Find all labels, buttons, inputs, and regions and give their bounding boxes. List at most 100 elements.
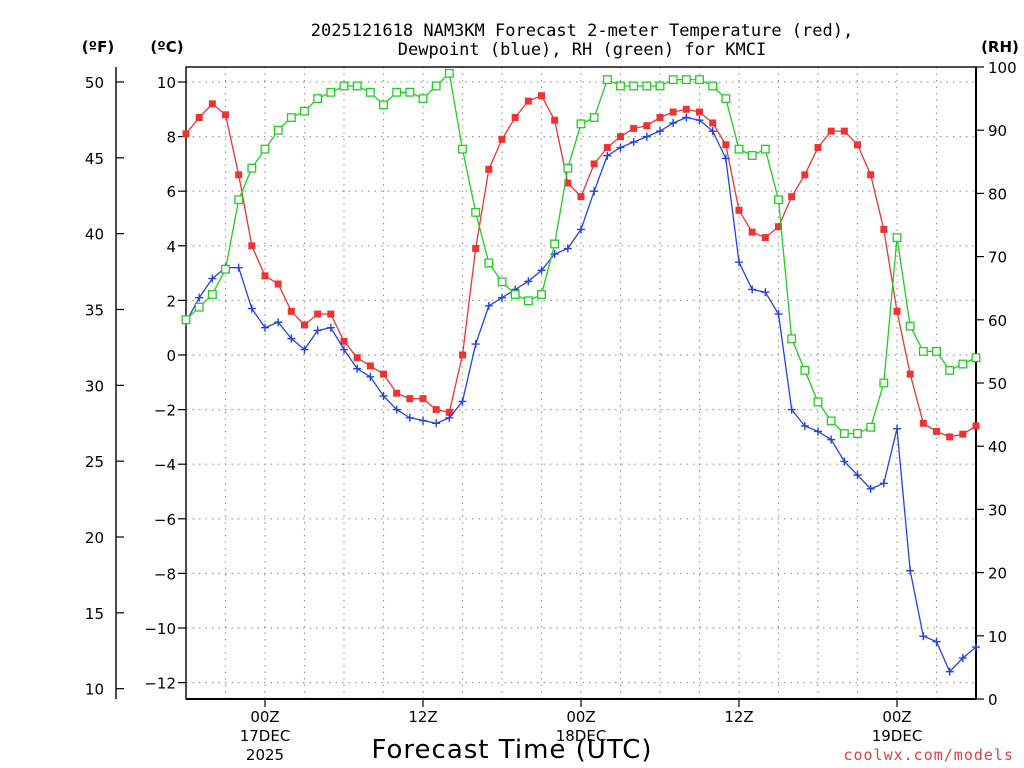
- dewpoint-point: [893, 424, 901, 433]
- fahrenheit-tick-label: 30: [85, 377, 104, 395]
- temperature-point: [301, 321, 308, 329]
- rh-point: [760, 144, 770, 154]
- rh-tick-label: 40: [988, 438, 1007, 456]
- temperature-point: [551, 116, 559, 124]
- temperature-point: [827, 127, 835, 135]
- rh-point: [747, 151, 757, 160]
- rh-point: [563, 163, 573, 173]
- temperature-point: [208, 100, 216, 108]
- temperature-point: [248, 242, 256, 250]
- temperature-point: [182, 130, 190, 138]
- rh-point: [313, 94, 323, 104]
- temperature-point: [327, 310, 335, 318]
- dewpoint-point: [195, 293, 204, 302]
- dewpoint-point: [261, 323, 269, 332]
- temperature-point: [840, 127, 848, 135]
- temperature-point: [867, 171, 875, 179]
- rh-point: [247, 163, 257, 173]
- rh-point: [352, 81, 362, 91]
- x-tick-label: 12Z: [408, 708, 437, 726]
- temperature-point: [933, 427, 940, 435]
- dewpoint-point: [563, 244, 572, 253]
- chart-title-line-2: Dewpoint (blue), RH (green) for KMCI: [398, 40, 766, 60]
- temperature-point: [630, 124, 638, 132]
- temperature-point: [775, 223, 782, 231]
- rh-point: [589, 113, 599, 123]
- dewpoint-point: [800, 421, 809, 430]
- dewpoint-point: [326, 323, 335, 332]
- rh-point: [392, 87, 402, 97]
- dewpoint-point: [603, 151, 612, 160]
- dewpoint-point: [287, 334, 296, 343]
- rh-point: [774, 195, 783, 205]
- temperature-point: [643, 122, 651, 130]
- celsius-tick-label: 8: [166, 129, 176, 147]
- dewpoint-line: [185, 116, 977, 673]
- temperature-point: [788, 193, 796, 201]
- rh-point: [550, 239, 560, 249]
- series: [181, 68, 981, 676]
- fahrenheit-tick-label: 20: [85, 529, 104, 547]
- fahrenheit-unit-label: (ºF): [82, 38, 114, 56]
- rh-point: [813, 397, 823, 407]
- rh-tick-label: 100: [988, 59, 1017, 77]
- dewpoint-point: [537, 266, 546, 275]
- x-tick-date-label: 19DEC: [872, 727, 923, 745]
- temperature-point: [261, 272, 269, 280]
- dewpoint-point: [761, 288, 770, 297]
- rh-tick-label: 70: [988, 249, 1007, 267]
- temperature-point: [617, 133, 624, 141]
- rh-point: [405, 87, 415, 97]
- dewpoint-point: [721, 154, 730, 163]
- rh-point: [207, 290, 217, 299]
- temperature-point: [195, 113, 203, 121]
- temperature-point: [419, 395, 427, 403]
- rh-point: [471, 207, 481, 217]
- x-tick-label: 00Z: [250, 708, 279, 726]
- celsius-tick-label: −2: [154, 402, 176, 420]
- dewpoint-point: [313, 326, 322, 335]
- celsius-tick-label: 4: [166, 238, 176, 256]
- rh-tick-label: 30: [988, 501, 1007, 519]
- axes: 101520253035404550−12−10−8−6−4−202468100…: [85, 59, 1017, 764]
- dewpoint-point: [379, 391, 388, 400]
- rh-point: [497, 277, 507, 287]
- rh-point: [629, 81, 639, 91]
- fahrenheit-tick-label: 10: [85, 681, 104, 699]
- temperature-point: [524, 97, 532, 105]
- dewpoint-point: [590, 187, 599, 196]
- fahrenheit-tick-label: 25: [85, 453, 104, 471]
- temperature-point: [406, 395, 414, 403]
- celsius-tick-label: 2: [166, 292, 176, 310]
- x-tick-label: 12Z: [724, 708, 753, 726]
- rh-point: [971, 353, 981, 363]
- dewpoint-point: [932, 637, 941, 646]
- dewpoint-point: [247, 304, 256, 313]
- rh-point: [853, 429, 862, 439]
- rh-point: [958, 359, 968, 369]
- temperature-point: [274, 280, 282, 288]
- dewpoint-point: [577, 225, 585, 234]
- x-tick-label: 00Z: [882, 708, 911, 726]
- dewpoint-point: [208, 274, 217, 283]
- rh-point: [681, 75, 691, 85]
- x-tick-year-label: 2025: [246, 746, 284, 764]
- fahrenheit-tick-label: 15: [85, 605, 104, 623]
- celsius-tick-label: 10: [157, 74, 176, 92]
- celsius-tick-label: 0: [166, 347, 176, 365]
- dewpoint-point: [906, 566, 915, 575]
- temperature-point: [222, 111, 229, 119]
- dewpoint-point: [234, 263, 243, 272]
- rh-unit-label: (RH): [981, 38, 1019, 56]
- dewpoint-point: [972, 643, 980, 652]
- dewpoint-point: [432, 419, 441, 428]
- temperature-point: [340, 337, 348, 345]
- dewpoint-point: [524, 277, 533, 286]
- dewpoint-point: [629, 138, 638, 147]
- temperature-point: [761, 234, 769, 242]
- x-tick-date-label: 17DEC: [240, 727, 291, 745]
- celsius-unit-label: (ºC): [150, 38, 183, 56]
- temperature-point: [603, 144, 611, 152]
- dewpoint-point: [392, 405, 401, 414]
- temperature-point: [880, 225, 888, 233]
